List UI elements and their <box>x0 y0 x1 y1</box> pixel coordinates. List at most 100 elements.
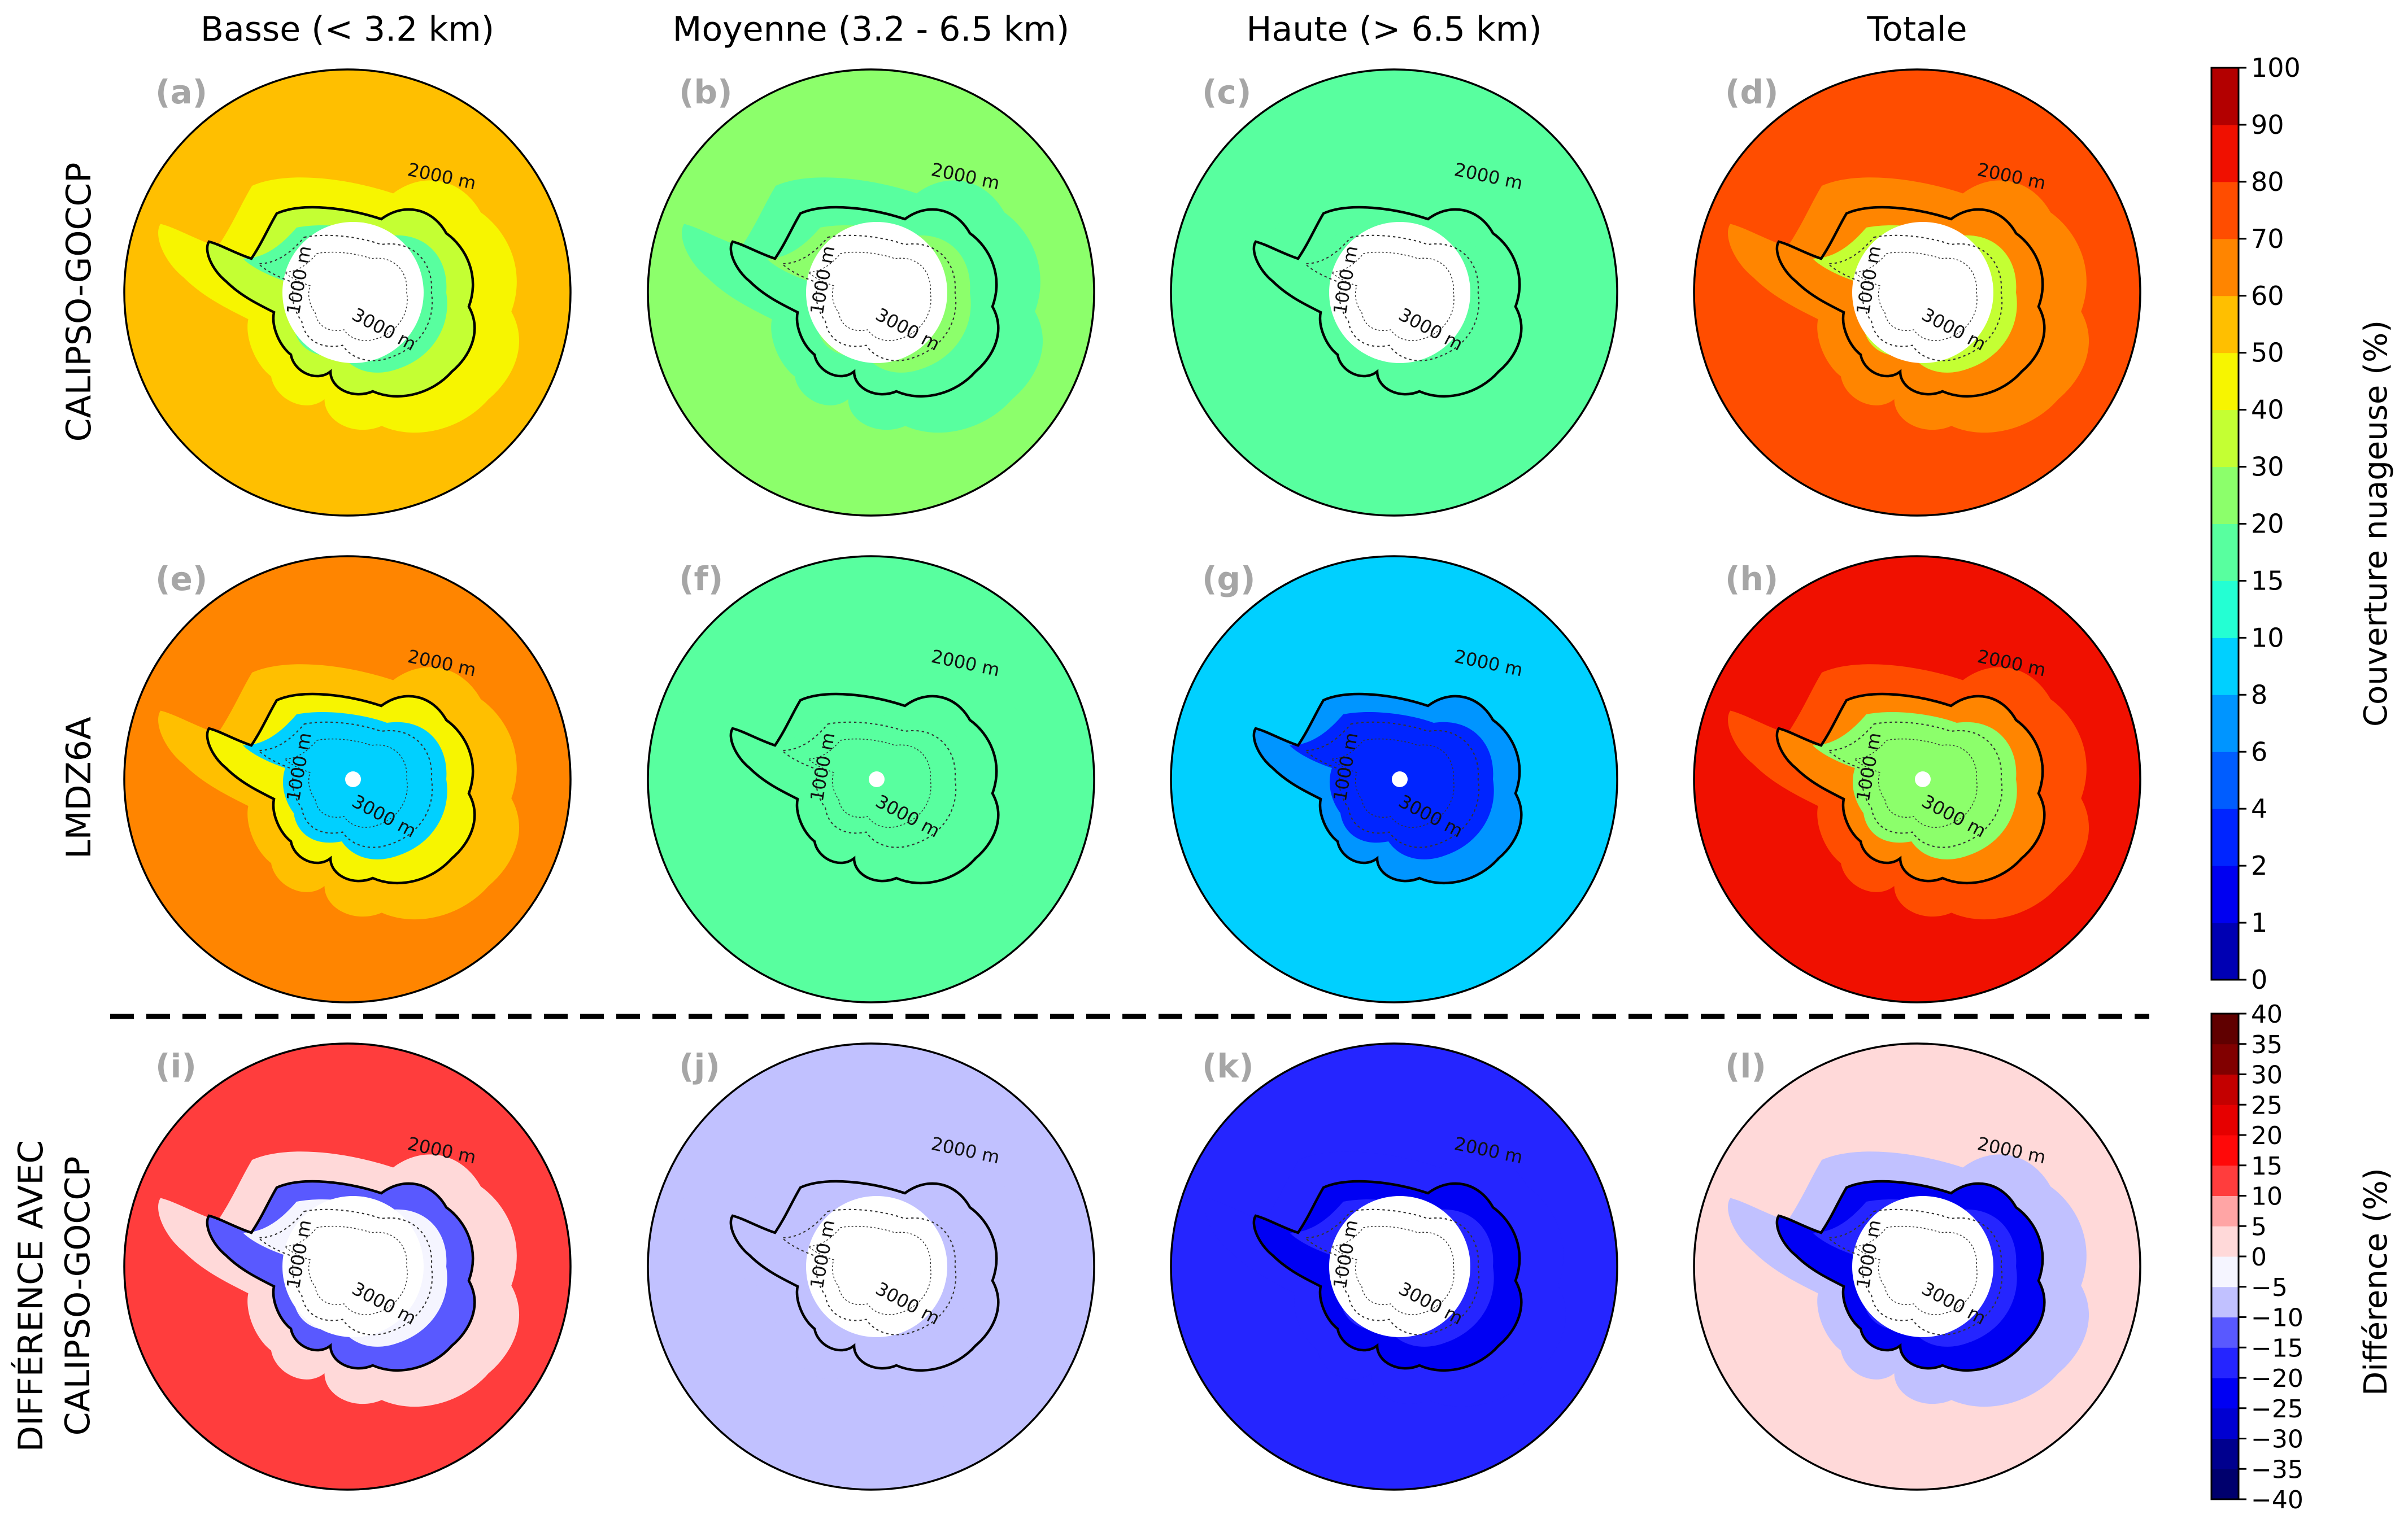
column-title-high: Haute (> 6.5 km) <box>1246 10 1542 49</box>
missing-data-hole <box>282 222 424 363</box>
panel-letter: (c) <box>1202 73 1251 111</box>
colorbar-tick-label: 30 <box>2251 452 2284 482</box>
map-outline <box>1693 68 2141 517</box>
column-title-low: Basse (< 3.2 km) <box>201 10 494 49</box>
colorbar-tick-label: 25 <box>2251 1091 2283 1120</box>
colorbar-segment <box>2211 866 2239 923</box>
colorbar-tick-label: −40 <box>2251 1486 2304 1514</box>
colorbar-tick-label: 15 <box>2251 1152 2283 1181</box>
colorbar-segment <box>2211 523 2239 581</box>
map-outline <box>1170 68 1618 517</box>
map-field-e <box>124 556 571 1002</box>
colorbar-tick-label: 1 <box>2251 907 2267 938</box>
colorbar-segment <box>2211 695 2239 752</box>
colorbar-segment <box>2211 1044 2239 1075</box>
colorbar-tick-label: −15 <box>2251 1334 2304 1363</box>
colorbar-segment <box>2211 1317 2239 1348</box>
row-label-lmdz: LMDZ6A <box>59 717 99 859</box>
pole-marker <box>345 771 361 787</box>
panel-letter: (i) <box>155 1047 197 1085</box>
missing-data-hole <box>806 222 947 363</box>
map-field-i <box>124 1044 571 1490</box>
colorbar-tick-label: 10 <box>2251 1182 2283 1211</box>
colorbar-tick-label: 40 <box>2251 395 2284 425</box>
map-field-f <box>648 556 1094 1002</box>
colorbar-tick-label: 70 <box>2251 224 2284 254</box>
colorbar-tick-label: 4 <box>2251 793 2267 824</box>
map-field-b <box>648 69 1094 516</box>
colorbar-cloud-label: Couverture nuageuse (%) <box>2358 320 2394 727</box>
colorbar-tick-label: −25 <box>2251 1395 2304 1424</box>
colorbar-segment <box>2211 1256 2239 1287</box>
pole-marker <box>1915 771 1931 787</box>
colorbar-tick-label: 0 <box>2251 964 2267 995</box>
map-field-g <box>1171 556 1617 1002</box>
colorbar-tick-label: 5 <box>2251 1212 2267 1241</box>
row-label-diff-line1: DIFFÉRENCE AVEC <box>10 1140 51 1452</box>
colorbar-segment <box>2211 1105 2239 1136</box>
map-field-k <box>1171 1044 1617 1490</box>
missing-data-hole <box>1852 1196 1993 1337</box>
colorbar-tick-label: 80 <box>2251 167 2284 197</box>
pole-marker <box>1392 771 1408 787</box>
map-outline <box>647 1042 1095 1491</box>
colorbar-tick-label: 10 <box>2251 622 2284 653</box>
map-outline <box>123 68 572 517</box>
colorbar-tick-label: 2 <box>2251 850 2267 881</box>
colorbar-tick-label: −35 <box>2251 1455 2304 1484</box>
colorbar-segment <box>2211 1347 2239 1378</box>
map-outline <box>1170 555 1618 1003</box>
colorbar-segment <box>2211 1074 2239 1105</box>
colorbar-segment <box>2211 124 2239 182</box>
map-outline <box>123 1042 572 1491</box>
colorbar-tick-label: 6 <box>2251 736 2267 767</box>
missing-data-hole <box>1329 1196 1470 1337</box>
colorbar-tick-label: 50 <box>2251 338 2284 368</box>
colorbar-segment <box>2211 752 2239 809</box>
colorbar-segment <box>2211 1469 2239 1500</box>
colorbar-segment <box>2211 1378 2239 1409</box>
map-field-a <box>124 69 571 516</box>
map-field-j <box>648 1044 1094 1490</box>
row-label-calipso: CALIPSO-GOCCP <box>59 163 99 442</box>
colorbar-segment <box>2211 68 2239 125</box>
colorbar-tick-label: 15 <box>2251 565 2284 596</box>
colorbar-segment <box>2211 638 2239 695</box>
colorbar-tick-label: 40 <box>2251 1000 2283 1029</box>
colorbar-segment <box>2211 1014 2239 1045</box>
missing-data-hole <box>1329 222 1470 363</box>
panel-letter: (f) <box>679 560 723 598</box>
missing-data-hole <box>806 1196 947 1337</box>
map-outline <box>647 555 1095 1003</box>
colorbar-segment <box>2211 923 2239 980</box>
map-outline <box>1170 1042 1618 1491</box>
panel-letter: (d) <box>1725 73 1779 111</box>
colorbar-segment <box>2211 1195 2239 1227</box>
colorbar-tick-label: 35 <box>2251 1031 2283 1059</box>
colorbar-segment <box>2211 466 2239 524</box>
colorbar-tick-label: −30 <box>2251 1425 2304 1454</box>
colorbar-tick-label: 20 <box>2251 1121 2283 1150</box>
panel-letter: (k) <box>1202 1047 1254 1085</box>
missing-data-hole <box>282 1196 424 1337</box>
colorbar-tick-label: 90 <box>2251 110 2284 140</box>
colorbar-segment <box>2211 580 2239 638</box>
column-title-total: Totale <box>1866 10 1967 49</box>
colorbar-tick-label: 60 <box>2251 281 2284 311</box>
panel-letter: (b) <box>679 73 733 111</box>
colorbar-tick-label: 30 <box>2251 1061 2283 1090</box>
map-field-l <box>1694 1044 2140 1490</box>
map-field-d <box>1694 69 2140 516</box>
colorbar-tick-label: 100 <box>2251 53 2301 83</box>
missing-data-hole <box>1852 222 1993 363</box>
